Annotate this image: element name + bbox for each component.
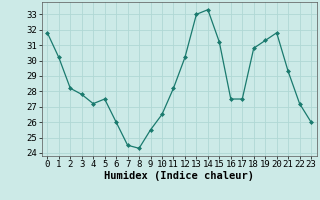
X-axis label: Humidex (Indice chaleur): Humidex (Indice chaleur): [104, 171, 254, 181]
